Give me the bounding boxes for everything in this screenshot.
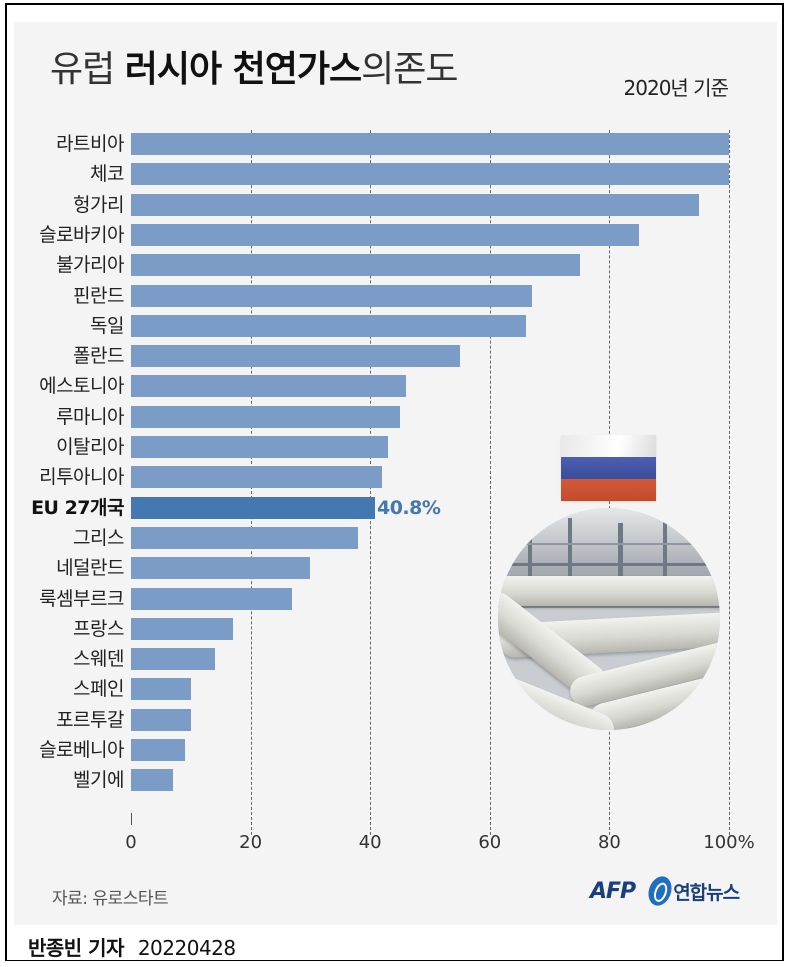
bar-row: 에스토니아 bbox=[0, 375, 729, 398]
x-tick-label: 60 bbox=[478, 832, 502, 853]
bar-label: 룩셈부르크 bbox=[39, 587, 124, 610]
flag-white-stripe bbox=[561, 435, 656, 457]
bar bbox=[131, 436, 389, 458]
bar bbox=[131, 617, 233, 640]
bar-label: 헝가리 bbox=[73, 193, 124, 216]
bar bbox=[131, 345, 460, 368]
bar-row: 불가리아 bbox=[0, 254, 729, 277]
x-tick-label: 20 bbox=[239, 832, 263, 853]
bar-row: 슬로베니아 bbox=[0, 739, 729, 761]
reporter-credit: 반종빈 기자 20220428 bbox=[28, 932, 236, 961]
bar-label: 스웨덴 bbox=[73, 648, 124, 671]
x-tick-label: 100% bbox=[703, 832, 755, 853]
flag-red-stripe bbox=[561, 479, 656, 501]
bar-row: 헝가리 bbox=[0, 193, 729, 216]
gas-pipeline-photo bbox=[498, 508, 720, 730]
bar bbox=[131, 648, 215, 671]
publish-date: 20220428 bbox=[137, 936, 236, 960]
bar bbox=[131, 375, 407, 398]
bar-label: 에스토니아 bbox=[39, 375, 124, 398]
bar-row: 이탈리아 bbox=[0, 436, 729, 458]
bar-label: 체코 bbox=[90, 163, 124, 186]
bar-row: 포르투갈 bbox=[0, 708, 729, 731]
bar-row: EU 27개국 40.8% bbox=[0, 496, 729, 519]
bar-row: 폴란드 bbox=[0, 345, 729, 368]
bar-row: 독일 bbox=[0, 314, 729, 337]
publisher-logos: AFP 연합뉴스 bbox=[590, 873, 740, 909]
bar-row: 핀란드 bbox=[0, 284, 729, 307]
bar-row: 프랑스 bbox=[0, 617, 729, 640]
bar-row: 벨기에 bbox=[0, 769, 729, 792]
bar bbox=[131, 466, 383, 489]
bar-label: 독일 bbox=[90, 314, 124, 337]
bar bbox=[131, 708, 191, 731]
bar-label: 포르투갈 bbox=[56, 708, 124, 731]
bar-row: 루마니아 bbox=[0, 405, 729, 428]
afp-logo: AFP bbox=[590, 878, 636, 904]
gridline-100 bbox=[729, 130, 730, 835]
bar bbox=[131, 526, 359, 549]
highlight-bar bbox=[131, 496, 375, 519]
title-part-dependency: 의존도 bbox=[361, 49, 458, 90]
bar-label: 프랑스 bbox=[73, 617, 124, 640]
bar-row: 슬로바키아 bbox=[0, 223, 729, 246]
yonhap-wordmark: 연합뉴스 bbox=[673, 881, 740, 904]
bar bbox=[131, 678, 191, 701]
bar-label: 루마니아 bbox=[56, 405, 124, 428]
bar-label: 그리스 bbox=[73, 526, 124, 549]
bar-label: 폴란드 bbox=[73, 345, 124, 368]
outer-frame bbox=[5, 3, 784, 961]
basis-year: 2020년 기준 bbox=[623, 76, 729, 100]
chart-title: 유럽 러시아 천연가스의존도 bbox=[50, 49, 458, 90]
gridline-60 bbox=[489, 130, 491, 835]
bar-row: 룩셈부르크 bbox=[0, 587, 729, 610]
zero-tick bbox=[131, 813, 132, 825]
bar-row: 스웨덴 bbox=[0, 648, 729, 671]
bar-label: 슬로바키아 bbox=[39, 223, 124, 246]
bar bbox=[131, 193, 700, 216]
bar-label: 불가리아 bbox=[56, 254, 124, 277]
data-source: 자료: 유로스타트 bbox=[52, 889, 169, 909]
bar bbox=[131, 254, 580, 277]
bar bbox=[131, 769, 173, 792]
bar-label: 이탈리아 bbox=[56, 436, 124, 458]
x-axis-labels: 0 20 40 60 80 100% bbox=[0, 832, 790, 856]
bar bbox=[131, 587, 293, 610]
bar-row: 라트비아 bbox=[0, 133, 729, 155]
flag-blue-stripe bbox=[561, 457, 656, 479]
bar-value-label: 40.8% bbox=[376, 496, 441, 519]
bar-label: 벨기에 bbox=[73, 769, 124, 792]
bar-label: 핀란드 bbox=[73, 284, 124, 307]
bar-row: 체코 bbox=[0, 163, 729, 186]
x-tick-label: 80 bbox=[597, 832, 621, 853]
title-part-russia-gas: 러시아 천연가스 bbox=[124, 49, 362, 90]
bar-label: 스페인 bbox=[73, 678, 124, 701]
x-tick-label: 0 bbox=[125, 832, 137, 853]
bar-row: 스페인 bbox=[0, 678, 729, 701]
bar bbox=[131, 284, 532, 307]
x-tick-label: 40 bbox=[358, 832, 382, 853]
bar bbox=[131, 133, 729, 155]
bar bbox=[131, 739, 185, 761]
bar-label: 슬로베니아 bbox=[39, 739, 124, 761]
reporter-name: 반종빈 기자 bbox=[28, 936, 124, 960]
bar bbox=[131, 405, 401, 428]
bar-label: 네덜란드 bbox=[56, 557, 124, 580]
yonhap-logo: 연합뉴스 bbox=[644, 873, 740, 909]
bar-label: 리투아니아 bbox=[39, 466, 124, 489]
bar-row: 네덜란드 bbox=[0, 557, 729, 580]
bar-row: 그리스 bbox=[0, 526, 729, 549]
bar bbox=[131, 314, 526, 337]
russia-flag-icon bbox=[561, 435, 656, 501]
bar-label: EU 27개국 bbox=[31, 496, 124, 519]
bar bbox=[131, 557, 311, 580]
bar bbox=[131, 163, 729, 186]
yonhap-emblem-icon bbox=[644, 873, 676, 909]
bar bbox=[131, 223, 640, 246]
bar-label: 라트비아 bbox=[56, 133, 124, 155]
bar-row: 리투아니아 bbox=[0, 466, 729, 489]
title-part-europe: 유럽 bbox=[50, 49, 115, 90]
